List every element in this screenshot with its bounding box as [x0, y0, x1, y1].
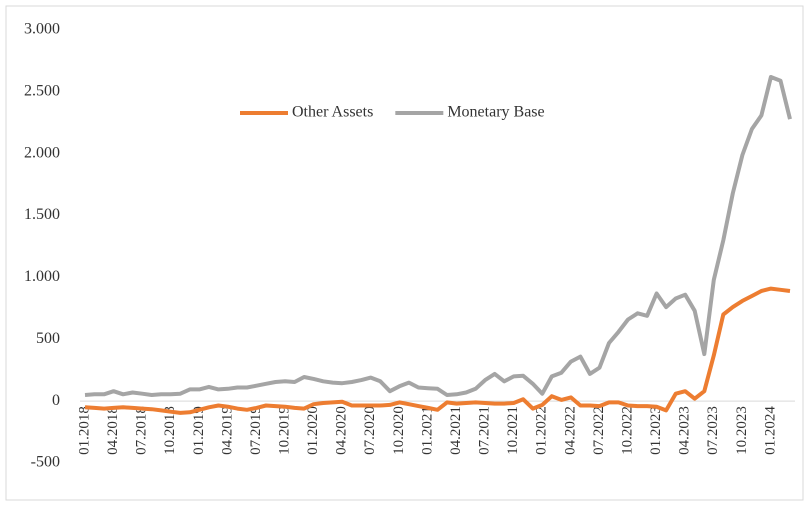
x-tick-label: 07.2020: [362, 406, 378, 455]
series-line: [84, 286, 791, 415]
x-tick-label: 01.2019: [191, 406, 207, 455]
x-tick-label: 04.2020: [334, 406, 350, 455]
x-tick-label: 01.2018: [76, 406, 92, 455]
x-tick-label: 10.2018: [162, 406, 178, 455]
x-tick-label: 04.2021: [448, 406, 464, 455]
legend-label: Monetary Base: [447, 104, 544, 121]
x-tick-label: 04.2018: [105, 406, 121, 455]
y-tick-label: 500: [36, 330, 60, 347]
x-tick-label: 07.2022: [591, 406, 607, 455]
x-tick-label: 04.2019: [219, 406, 235, 455]
series-line: [84, 75, 792, 397]
x-tick-label: 07.2018: [134, 406, 150, 455]
x-tick-label: 04.2022: [562, 406, 578, 455]
x-tick-label: 01.2023: [648, 406, 664, 455]
x-tick-label: 04.2023: [677, 406, 693, 455]
y-tick-label: 1.500: [24, 206, 60, 223]
x-tick-label: 10.2019: [277, 406, 293, 455]
y-tick-label: 2.000: [24, 144, 60, 161]
y-tick-label: -500: [31, 454, 60, 471]
x-tick-label: 01.2021: [419, 406, 435, 455]
x-tick-label: 01.2022: [534, 406, 550, 455]
legend-label: Other Assets: [292, 104, 373, 121]
x-tick-label: 01.2020: [305, 406, 321, 455]
y-tick-label: 2.500: [24, 83, 60, 100]
x-tick-label: 01.2024: [762, 406, 778, 455]
x-tick-label: 07.2023: [705, 406, 721, 455]
y-tick-label: 1.000: [24, 268, 60, 285]
x-tick-label: 07.2021: [477, 406, 493, 455]
x-tick-label: 07.2019: [248, 406, 264, 455]
x-tick-label: 10.2020: [391, 406, 407, 455]
y-tick-label: 3.000: [24, 21, 60, 38]
x-tick-label: 10.2022: [619, 406, 635, 455]
chart-border: [5, 5, 804, 501]
y-tick-label: 0: [52, 392, 60, 409]
x-tick-label: 10.2021: [505, 406, 521, 455]
x-tick-label: 10.2023: [734, 406, 750, 455]
